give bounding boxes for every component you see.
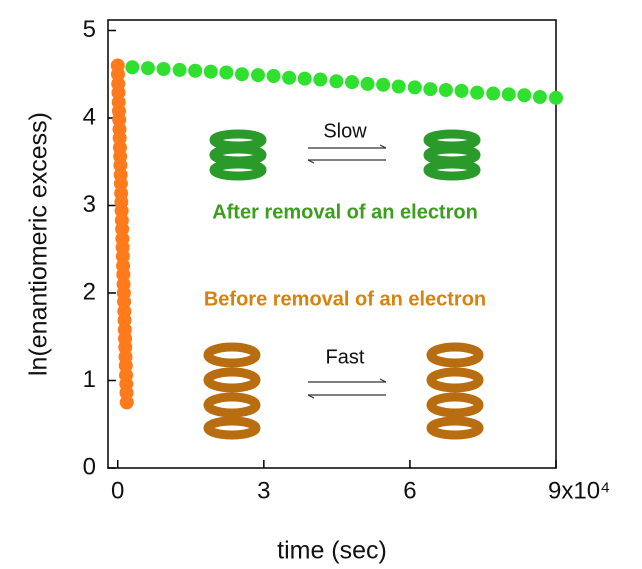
point — [439, 83, 453, 97]
point — [313, 73, 327, 87]
annotation: After removal of an electron — [212, 201, 478, 223]
point — [517, 88, 531, 102]
point — [361, 77, 375, 91]
point — [120, 395, 134, 409]
helices — [208, 134, 479, 435]
point — [267, 69, 281, 83]
annotation: Slow — [323, 120, 367, 142]
y-tick-label: 1 — [83, 366, 96, 393]
point — [345, 75, 359, 89]
point — [486, 87, 500, 101]
point — [502, 87, 516, 101]
point — [533, 90, 547, 104]
point — [204, 65, 218, 79]
point — [376, 78, 390, 92]
annotation: Fast — [326, 346, 365, 368]
y-tick-label: 3 — [83, 191, 96, 218]
y-tick-label: 5 — [83, 16, 96, 43]
y-tick-label: 2 — [83, 278, 96, 305]
x-tick-label: 6 — [403, 477, 416, 504]
point — [423, 82, 437, 96]
x-tick-label: 3 — [257, 477, 270, 504]
point — [329, 74, 343, 88]
x-tick-label: 0 — [111, 477, 124, 504]
point — [408, 80, 422, 94]
point — [282, 71, 296, 85]
x-axis-label: time (sec) — [277, 537, 387, 565]
point — [219, 66, 233, 80]
point — [157, 62, 171, 76]
point — [455, 84, 469, 98]
point — [125, 60, 139, 74]
green-helix-left — [214, 134, 262, 176]
annotation: Before removal of an electron — [204, 288, 486, 310]
chart: time (sec) ln(enantiomeric excess) 0 1 2 3 4… — [0, 0, 642, 569]
orange-helix-right — [431, 347, 479, 435]
y-tick-label: 0 — [83, 453, 96, 480]
point — [141, 61, 155, 75]
green-helix-right — [428, 134, 476, 176]
point — [251, 68, 265, 82]
point — [470, 86, 484, 100]
point — [392, 80, 406, 94]
x-tick-label: 9x10⁴ — [548, 477, 610, 504]
point — [549, 91, 563, 105]
orange-helix-left — [208, 347, 256, 435]
y-axis-label: ln(enantiomeric excess) — [25, 112, 53, 376]
point — [173, 63, 187, 77]
y-tick-label: 4 — [83, 103, 96, 130]
point — [188, 64, 202, 78]
plot-frame — [108, 20, 556, 468]
point — [235, 67, 249, 81]
point — [298, 72, 312, 86]
